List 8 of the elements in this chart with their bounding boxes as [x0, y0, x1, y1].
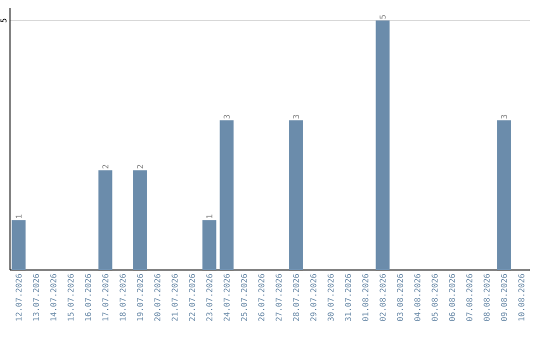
bar — [202, 220, 216, 270]
bar — [220, 120, 234, 270]
bar — [497, 120, 511, 270]
bar — [289, 120, 303, 270]
bar — [133, 170, 147, 270]
bar — [98, 170, 112, 270]
bar — [12, 220, 26, 270]
bar — [376, 20, 390, 270]
